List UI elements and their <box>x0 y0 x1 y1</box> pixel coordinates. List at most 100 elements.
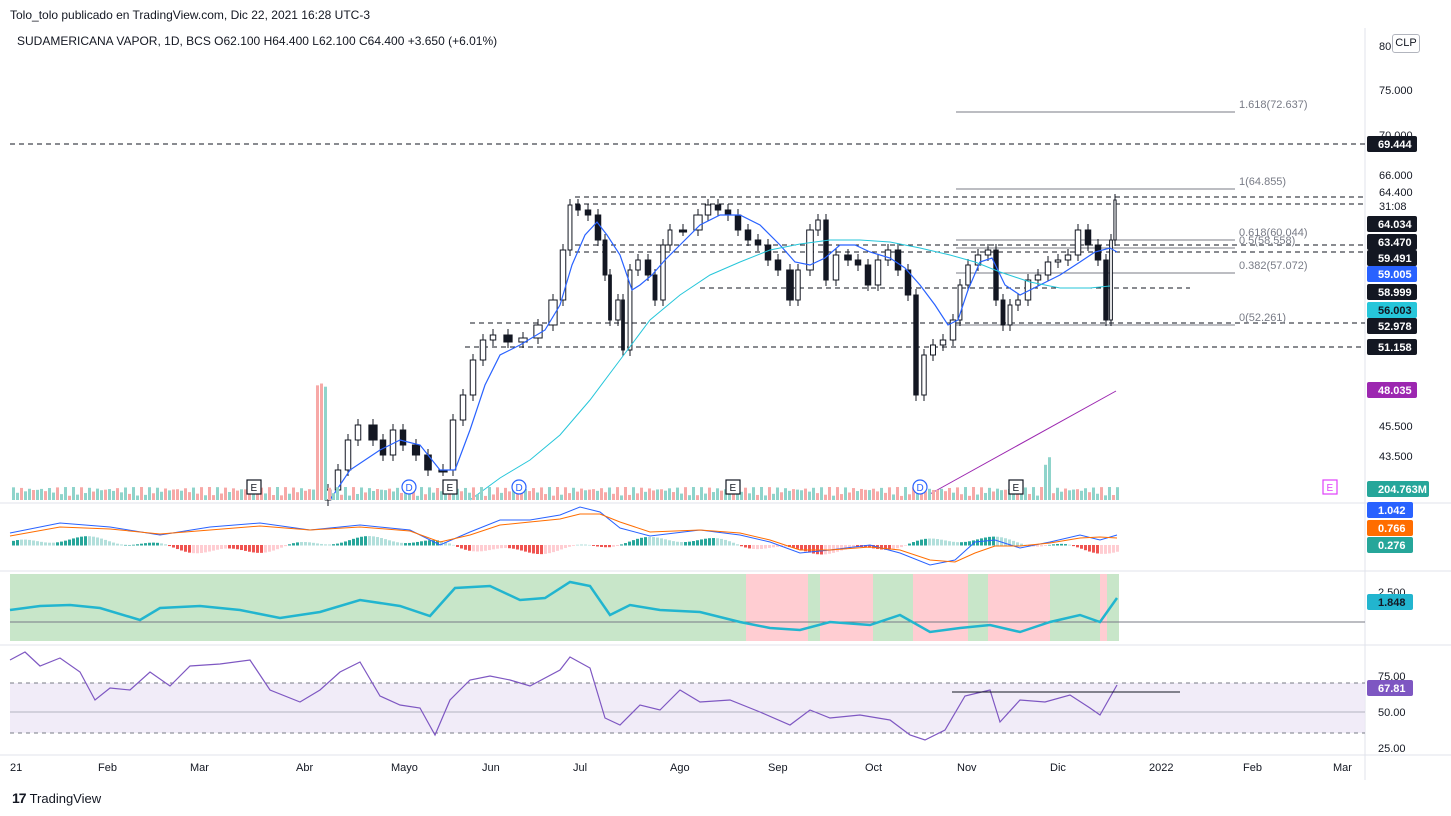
macd-histogram-bar <box>1112 545 1115 553</box>
volume-bar <box>248 490 251 500</box>
volume-bar <box>368 488 371 500</box>
macd-axis-label-bg <box>1367 537 1413 553</box>
volume-bar <box>208 487 211 500</box>
volume-bar <box>996 488 999 500</box>
macd-histogram-bar <box>452 544 455 546</box>
volume-bar <box>376 489 379 500</box>
volume-bar <box>792 489 795 500</box>
volume-bar <box>884 492 887 500</box>
macd-histogram-bar <box>604 545 607 548</box>
macd-histogram-bar <box>696 540 699 546</box>
candle-body <box>734 214 742 231</box>
volume-bar <box>720 490 723 500</box>
macd-histogram-bar <box>572 545 575 546</box>
macd-histogram-bar <box>1068 544 1071 546</box>
price-axis-label-bg <box>1367 318 1417 334</box>
macd-histogram-bar <box>240 545 243 551</box>
macd-histogram-bar <box>144 543 147 546</box>
volume-bar <box>848 492 851 500</box>
candle-body <box>584 209 592 216</box>
macd-histogram-bar <box>440 541 443 546</box>
volume-bar <box>572 487 575 500</box>
macd-histogram-bar <box>44 542 47 546</box>
candle-body <box>608 274 612 321</box>
macd-histogram-bar <box>76 537 79 546</box>
candle-body <box>904 269 912 296</box>
volume-bar <box>132 487 135 500</box>
volume-bar <box>92 491 95 500</box>
fib-level-label: 0.5(58.558) <box>1239 235 1295 247</box>
macd-histogram-bar <box>1028 545 1031 547</box>
brand-label: TradingView <box>29 790 102 806</box>
volume-bar <box>888 487 891 500</box>
candle-body <box>864 264 872 286</box>
volume-bar <box>312 489 315 500</box>
macd-histogram-bar <box>1056 543 1059 546</box>
currency-button[interactable]: CLP <box>1392 34 1420 53</box>
change-value: +3.650 (+6.01%) <box>407 34 498 48</box>
macd-histogram-bar <box>864 545 867 548</box>
macd-histogram-bar <box>292 543 295 546</box>
price-axis-tick-label: 75.000 <box>1379 85 1413 97</box>
volume-bar <box>276 487 279 500</box>
macd-histogram-bar <box>300 542 303 546</box>
dividend-marker-icon <box>401 479 417 495</box>
volume-bar <box>380 489 383 500</box>
macd-histogram-bar <box>692 541 695 546</box>
volume-bar <box>196 493 199 500</box>
candle-body <box>615 299 621 321</box>
macd-histogram-bar <box>168 545 171 547</box>
volume-bar <box>36 489 39 500</box>
tradingview-brand[interactable]: 17 TradingView <box>12 790 101 806</box>
volume-bar <box>156 487 159 500</box>
price-axis-label-bg <box>1367 216 1417 232</box>
volume-bar <box>140 487 143 500</box>
volume-bar <box>508 491 511 500</box>
volume-bar <box>440 491 443 500</box>
volume-bar <box>52 492 55 500</box>
candle-body <box>627 269 633 351</box>
volume-bar <box>500 492 503 500</box>
volume-bar <box>316 385 319 500</box>
candle-body <box>678 229 688 233</box>
volume-bar <box>1104 495 1107 500</box>
macd-histogram-bar <box>852 545 855 548</box>
trend-zone-red <box>988 574 1050 641</box>
volume-bar <box>24 491 27 500</box>
macd-histogram-bar <box>748 545 751 549</box>
macd-histogram-bar <box>28 539 31 546</box>
macd-histogram-bar <box>480 545 483 552</box>
volume-bar <box>1044 464 1047 500</box>
symbol-legend[interactable]: SUDAMERICANA VAPOR, 1D, BCS O62.100 H64.… <box>17 34 497 48</box>
volume-bar <box>908 494 911 500</box>
volume-bar <box>184 488 187 500</box>
macd-histogram-bar <box>488 545 491 551</box>
macd-histogram-bar <box>828 545 831 554</box>
macd-histogram-bar <box>448 543 451 546</box>
macd-histogram-bar <box>356 537 359 546</box>
volume-bar <box>372 490 375 500</box>
macd-histogram-bar <box>340 542 343 546</box>
event-marker-label: E <box>730 483 737 494</box>
candle-body <box>693 214 703 231</box>
macd-histogram-bar <box>644 537 647 546</box>
volume-bar <box>868 490 871 500</box>
macd-histogram-bar <box>936 539 939 546</box>
volume-bar <box>1076 489 1079 500</box>
macd-histogram-bar <box>724 539 727 546</box>
volume-bar <box>284 487 287 500</box>
volume-bar <box>568 493 571 500</box>
macd-histogram-bar <box>216 545 219 550</box>
macd-histogram-bar <box>964 541 967 546</box>
volume-bar <box>936 489 939 500</box>
volume-bar <box>300 488 303 500</box>
volume-bar <box>772 493 775 500</box>
macd-histogram-bar <box>432 540 435 546</box>
macd-histogram-bar <box>308 542 311 546</box>
macd-histogram-bar <box>976 539 979 546</box>
macd-histogram-bar <box>1088 545 1091 552</box>
macd-histogram-bar <box>20 539 23 546</box>
volume-bar <box>152 493 155 500</box>
volume-bar <box>16 492 19 500</box>
